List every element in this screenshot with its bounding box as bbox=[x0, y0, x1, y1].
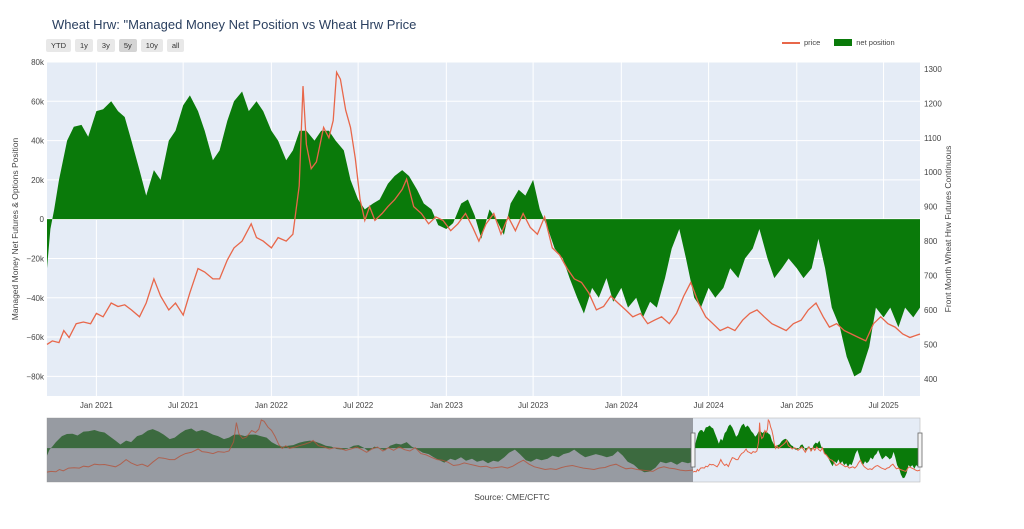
legend-label-price: price bbox=[804, 38, 821, 47]
y-tick-label: 40k bbox=[31, 137, 45, 146]
x-tick-label: Jan 2021 bbox=[80, 401, 113, 410]
mini-price-line bbox=[692, 418, 921, 473]
mini-net-position-area-shaded bbox=[47, 428, 693, 473]
range-button-5y[interactable]: 5y bbox=[118, 39, 137, 52]
x-tick-label: Jul 2021 bbox=[168, 401, 199, 410]
y-tick-label: −60k bbox=[26, 333, 45, 342]
y-tick-label: 20k bbox=[31, 176, 45, 185]
range-slider[interactable] bbox=[46, 417, 923, 483]
price-line bbox=[46, 70, 921, 345]
x-tick-label: Jul 2025 bbox=[868, 401, 899, 410]
legend: price net position bbox=[782, 38, 895, 47]
y2-tick-label: 600 bbox=[924, 306, 938, 315]
y-tick-label: −40k bbox=[26, 294, 45, 303]
legend-item-price[interactable]: price bbox=[782, 38, 820, 47]
y-axis-title: Managed Money Net Futures & Options Posi… bbox=[10, 138, 20, 321]
net-position-area bbox=[47, 91, 920, 377]
y2-tick-label: 400 bbox=[924, 375, 938, 384]
x-tick-label: Jul 2024 bbox=[693, 401, 724, 410]
y2-tick-label: 900 bbox=[924, 203, 938, 212]
x-tick-label: Jan 2023 bbox=[430, 401, 463, 410]
range-button-ytd[interactable]: YTD bbox=[46, 39, 71, 52]
x-tick-label: Jan 2025 bbox=[780, 401, 813, 410]
y2-tick-label: 1000 bbox=[924, 168, 942, 177]
range-button-all[interactable]: all bbox=[166, 39, 185, 52]
legend-swatch-price bbox=[782, 41, 800, 44]
y-axis-ticks: 80k 60k 40k 20k 0 −20k −40k −60k −80k bbox=[26, 58, 45, 381]
y-tick-label: 80k bbox=[31, 58, 45, 67]
y-tick-label: 60k bbox=[31, 97, 45, 106]
x-axis-ticks: Jan 2021 Jul 2021 Jan 2022 Jul 2022 Jan 2023… bbox=[80, 401, 899, 410]
y-tick-label: 0 bbox=[40, 215, 45, 224]
y2-tick-label: 1100 bbox=[924, 134, 942, 143]
x-tick-label: Jul 2022 bbox=[343, 401, 374, 410]
chart-title: Wheat Hrw: "Managed Money Net Position v… bbox=[52, 17, 417, 32]
range-selector: YTD 1y 3y 5y 10y all bbox=[46, 39, 185, 52]
range-button-10y[interactable]: 10y bbox=[140, 39, 163, 52]
y2-tick-label: 500 bbox=[924, 340, 938, 349]
source-note: Source: CME/CFTC bbox=[474, 492, 550, 502]
y-tick-label: −80k bbox=[26, 372, 45, 381]
range-slider-right-handle[interactable] bbox=[917, 432, 923, 468]
range-button-3y[interactable]: 3y bbox=[96, 39, 115, 52]
x-tick-label: Jan 2022 bbox=[255, 401, 288, 410]
y2-tick-label: 700 bbox=[924, 271, 938, 280]
range-button-1y[interactable]: 1y bbox=[75, 39, 93, 52]
y2-tick-label: 1300 bbox=[924, 65, 942, 74]
legend-item-net-position[interactable]: net position bbox=[834, 38, 895, 47]
legend-label-net-position: net position bbox=[856, 38, 895, 47]
y2-axis-title: Front Month Wheat Hrw Futures Continuous bbox=[943, 146, 953, 313]
x-tick-label: Jan 2024 bbox=[605, 401, 638, 410]
y2-tick-label: 800 bbox=[924, 237, 938, 246]
y2-axis-ticks: 1300 1200 1100 1000 900 800 700 600 500 400 bbox=[924, 65, 942, 384]
legend-swatch-net-position bbox=[834, 39, 853, 46]
mini-price-line-shaded bbox=[46, 419, 694, 473]
y-tick-label: −20k bbox=[26, 254, 45, 263]
x-tick-label: Jul 2023 bbox=[518, 401, 549, 410]
range-slider-left-handle[interactable] bbox=[690, 432, 696, 468]
y2-tick-label: 1200 bbox=[924, 99, 942, 108]
